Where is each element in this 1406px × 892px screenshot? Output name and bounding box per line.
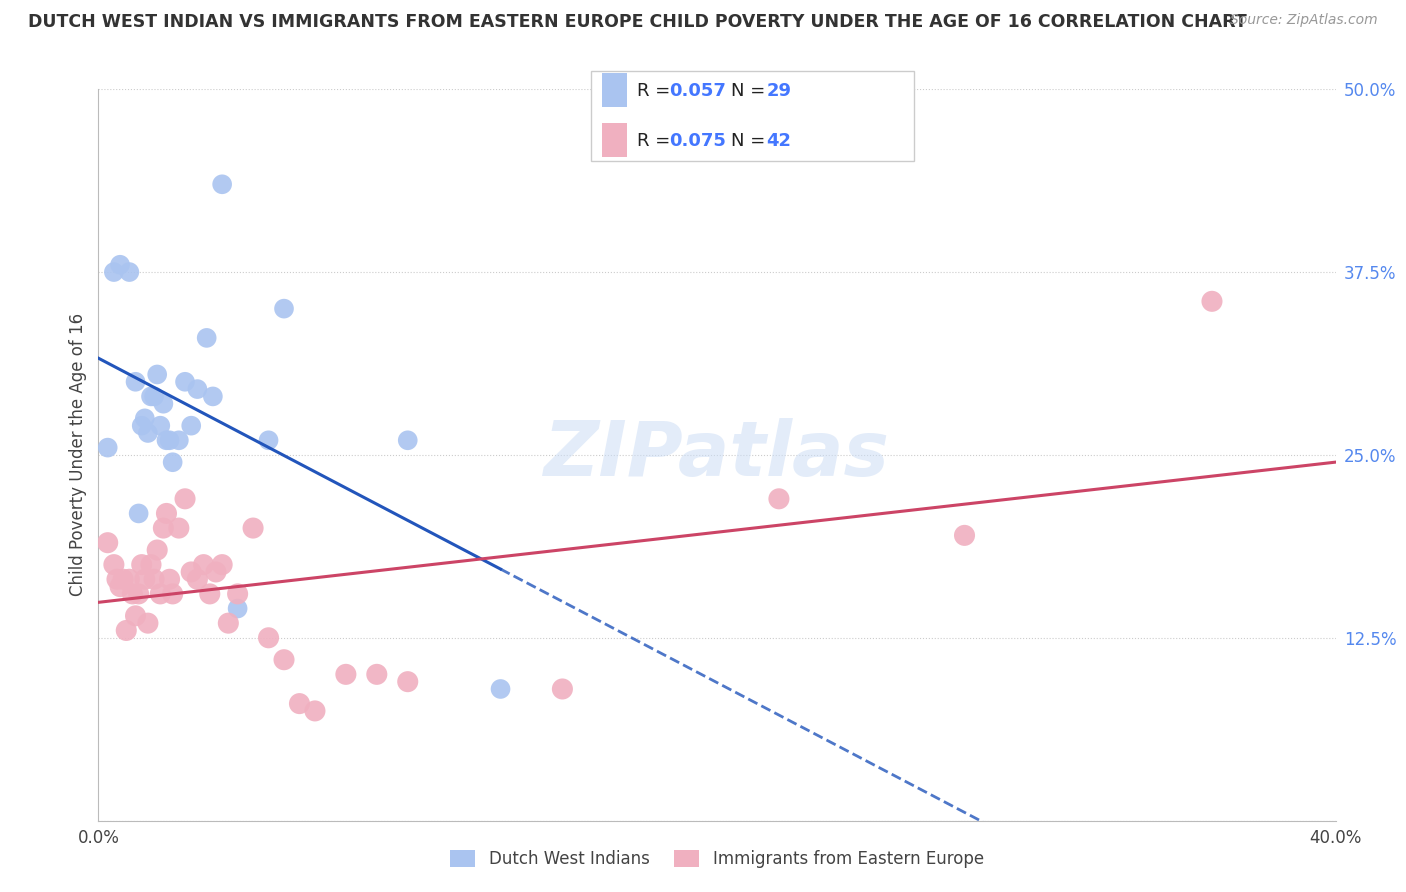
Point bbox=[139, 558, 162, 572]
Point bbox=[768, 491, 790, 506]
Point bbox=[136, 616, 159, 631]
Point bbox=[146, 368, 169, 382]
Text: DUTCH WEST INDIAN VS IMMIGRANTS FROM EASTERN EUROPE CHILD POVERTY UNDER THE AGE : DUTCH WEST INDIAN VS IMMIGRANTS FROM EAS… bbox=[28, 13, 1247, 31]
Point bbox=[167, 434, 190, 448]
Text: R =: R = bbox=[637, 132, 676, 150]
Point bbox=[108, 580, 131, 594]
Y-axis label: Child Poverty Under the Age of 16: Child Poverty Under the Age of 16 bbox=[69, 313, 87, 597]
Point bbox=[155, 434, 177, 448]
Point bbox=[124, 375, 146, 389]
Point bbox=[186, 572, 208, 586]
Point bbox=[226, 601, 249, 615]
Point bbox=[396, 434, 419, 448]
Point bbox=[257, 434, 280, 448]
Point bbox=[118, 265, 141, 279]
Point bbox=[211, 178, 233, 192]
Point bbox=[205, 565, 228, 579]
Point bbox=[162, 455, 184, 469]
Point bbox=[128, 587, 150, 601]
Point bbox=[131, 558, 153, 572]
Point bbox=[103, 265, 125, 279]
Point bbox=[143, 572, 166, 586]
Point bbox=[139, 389, 162, 403]
Point bbox=[217, 616, 239, 631]
Point bbox=[335, 667, 357, 681]
Point bbox=[149, 418, 172, 433]
Point bbox=[97, 441, 120, 455]
Point bbox=[551, 681, 574, 696]
Point bbox=[174, 375, 197, 389]
Point bbox=[124, 608, 146, 623]
Text: N =: N = bbox=[731, 82, 770, 100]
Point bbox=[105, 572, 128, 586]
Point bbox=[134, 411, 156, 425]
Point bbox=[152, 397, 174, 411]
Point bbox=[273, 653, 295, 667]
Point bbox=[174, 491, 197, 506]
Point bbox=[103, 558, 125, 572]
Point bbox=[118, 572, 141, 586]
Point bbox=[143, 389, 166, 403]
Point bbox=[108, 258, 131, 272]
Point bbox=[304, 704, 326, 718]
Point bbox=[288, 697, 311, 711]
Point bbox=[149, 587, 172, 601]
Point bbox=[159, 434, 181, 448]
Point bbox=[242, 521, 264, 535]
Text: Source: ZipAtlas.com: Source: ZipAtlas.com bbox=[1230, 13, 1378, 28]
Point bbox=[180, 565, 202, 579]
Point bbox=[131, 418, 153, 433]
Point bbox=[112, 572, 135, 586]
Text: 0.075: 0.075 bbox=[669, 132, 725, 150]
Text: R =: R = bbox=[637, 82, 676, 100]
Point bbox=[198, 587, 221, 601]
Text: 29: 29 bbox=[766, 82, 792, 100]
Point bbox=[155, 507, 177, 521]
Point bbox=[162, 587, 184, 601]
Text: N =: N = bbox=[731, 132, 770, 150]
Point bbox=[180, 418, 202, 433]
Point bbox=[257, 631, 280, 645]
Point bbox=[128, 507, 150, 521]
Point bbox=[396, 674, 419, 689]
Legend: Dutch West Indians, Immigrants from Eastern Europe: Dutch West Indians, Immigrants from East… bbox=[443, 843, 991, 874]
Point bbox=[489, 681, 512, 696]
Point bbox=[953, 528, 976, 542]
Point bbox=[226, 587, 249, 601]
Point bbox=[152, 521, 174, 535]
Point bbox=[186, 382, 208, 396]
Point bbox=[1201, 294, 1223, 309]
Text: 42: 42 bbox=[766, 132, 792, 150]
Point bbox=[97, 535, 120, 549]
Point bbox=[134, 572, 156, 586]
Point bbox=[159, 572, 181, 586]
Point bbox=[193, 558, 215, 572]
Point bbox=[195, 331, 218, 345]
Point bbox=[201, 389, 224, 403]
Point bbox=[366, 667, 388, 681]
Point bbox=[115, 624, 138, 638]
Text: ZIPatlas: ZIPatlas bbox=[544, 418, 890, 491]
Point bbox=[273, 301, 295, 316]
Point bbox=[146, 543, 169, 558]
Point bbox=[167, 521, 190, 535]
Point bbox=[211, 558, 233, 572]
Point bbox=[121, 587, 143, 601]
Point bbox=[136, 425, 159, 440]
Text: 0.057: 0.057 bbox=[669, 82, 725, 100]
